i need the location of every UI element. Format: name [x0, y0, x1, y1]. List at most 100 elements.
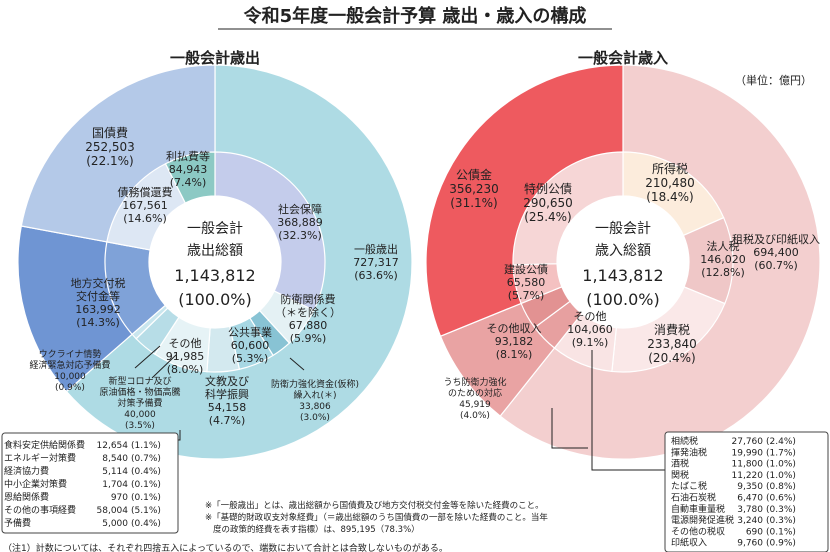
- label-shakai-hoshou: 社会保障 368,889 (32.3%): [277, 202, 323, 242]
- leader-corona: [151, 354, 177, 379]
- label-sonota-exp: その他 91,985 (8.0%): [166, 337, 205, 376]
- revenue-inner-ring: [512, 151, 734, 373]
- exp-breakdown-row-name: エネルギー対策費: [4, 452, 76, 464]
- unit-note: （単位：億円）: [735, 73, 812, 87]
- rev-center-line2: 歳入総額: [595, 243, 651, 259]
- label-houjinzei: 法人税 146,020 (12.8%): [700, 239, 746, 279]
- label-shouhizei: 消費税 233,840 (20.4%): [647, 322, 697, 365]
- rev-center-total: 1,143,812: [582, 266, 663, 285]
- label-bouei-kyouka-taiou: うち防衛力強化のための対応 45,919 (4.0%): [443, 376, 506, 421]
- exp-center-total: 1,143,812: [174, 266, 255, 285]
- rev-breakdown-row-pct: (0.3%): [766, 516, 796, 526]
- label-koukyou-jigyou: 公共事業 60,600 (5.3%): [228, 326, 272, 365]
- rev-breakdown-row-pct: (0.9%): [766, 539, 796, 549]
- label-chihou-koufuzei: 地方交付税交付金等 163,992 (14.3%): [71, 276, 126, 329]
- rev-breakdown-row-pct: (0.6%): [766, 494, 796, 504]
- revenue-center: [557, 196, 689, 328]
- exp-breakdown-row-pct: (1.1%): [131, 441, 161, 451]
- label-bouei-kyouka-shikin: 防衛力強化資金(仮称)繰入れ(＊) 33,806 (3.0%): [271, 378, 359, 423]
- label-sonota-rev: その他 104,060 (9.1%): [567, 310, 613, 349]
- rev-breakdown-row-pct: (1.7%): [766, 448, 796, 458]
- page-title: 令和5年度一般会計予算 歳出・歳入の構成: [243, 5, 587, 27]
- exp-breakdown-row-amount: 5,114: [102, 467, 128, 477]
- exp-breakdown-row-name: 食料安定供給関係費: [4, 439, 85, 451]
- rev-breakdown-row-pct: (0.1%): [766, 527, 796, 537]
- rev-breakdown-row-amount: 6,470: [737, 494, 763, 504]
- exp-center-line1: 一般会計: [187, 221, 243, 237]
- expenditure-inner-ring: [104, 151, 326, 373]
- note-3: 度の政策的経費を表す指標）は、895,195（78.3%）: [213, 524, 420, 535]
- note-2: ※「基礎的財政収支対象経費」（＝歳出総額のうち国債費の一部を除いた経費のこと。当…: [205, 512, 548, 523]
- rev-breakdown-row-name: 石油石炭税: [671, 492, 716, 504]
- exp-breakdown-row-pct: (0.4%): [131, 519, 161, 529]
- rev-breakdown-row-name: その他の税収: [671, 525, 725, 537]
- label-ukraine-yobihi: ウクライナ情勢経済緊急対応予備費 10,000 (0.9%): [29, 348, 110, 393]
- expenditure-outer-ring: [17, 64, 413, 460]
- exp-breakdown-row-amount: 58,004: [97, 506, 129, 516]
- expenditure-title: 一般会計歳出: [170, 49, 260, 67]
- rev-breakdown-row-name: 関税: [671, 469, 689, 481]
- exp-center-line2: 歳出総額: [187, 243, 243, 259]
- label-tokurei-kousai: 特例公債 290,650 (25.4%): [523, 181, 573, 224]
- rev-breakdown-row-name: 印紙収入: [671, 537, 707, 549]
- rev-breakdown-row-amount: 19,990: [732, 448, 764, 458]
- label-kousaikin: 公債金 356,230 (31.1%): [449, 167, 499, 210]
- exp-breakdown-row-amount: 8,540: [102, 454, 128, 464]
- label-shotokuzei: 所得税 210,480 (18.4%): [645, 161, 695, 204]
- exp-breakdown-row-amount: 5,000: [102, 519, 128, 529]
- segment-labels: 国債費 252,503 (22.1%) 地方交付税交付金等 163,992 (14.3%)…: [29, 125, 820, 431]
- rev-breakdown-row-amount: 11,800: [732, 460, 764, 470]
- exp-breakdown-row-pct: (0.1%): [131, 493, 161, 503]
- revenue-breakdown: 相続税 27,760 (2.4%)揮発油税 19,990 (1.7%)酒税 11,800(…: [671, 435, 796, 549]
- rev-breakdown-row-name: 自動車重量税: [671, 503, 725, 515]
- rev-center-line1: 一般会計: [595, 221, 651, 237]
- label-bouei-kankei: 防衛関係費（＊を除く） 67,880 (5.9%): [275, 292, 341, 345]
- note-1: ※「一般歳出」とは、歳出総額から国債費及び地方交付税交付金等を除いた経費のこと。: [205, 500, 544, 511]
- rev-breakdown-row-pct: (0.8%): [766, 482, 796, 492]
- footnote: （注1）計数については、それぞれ四捨五入によっているので、端数において合計とは合…: [3, 542, 448, 552]
- rev-center-pct: (100.0%): [586, 290, 660, 309]
- label-ribarai: 利払費等 84,943 (7.4%): [166, 149, 210, 189]
- label-sozei: 租税及び印紙収入 694,400 (60.7%): [732, 232, 820, 272]
- expenditure-center: [149, 196, 281, 328]
- rev-breakdown-row-name: 揮発油税: [671, 446, 707, 458]
- exp-breakdown-row-pct: (0.7%): [131, 454, 161, 464]
- leader-defense-fund: [289, 357, 305, 371]
- leader-defense-rev: [551, 408, 588, 449]
- rev-breakdown-row-name: 相続税: [671, 435, 698, 447]
- revenue-breakdown-box: [664, 431, 829, 552]
- exp-breakdown-row-name: 恩給関係費: [4, 491, 49, 503]
- exp-breakdown-row-amount: 1,704: [102, 480, 128, 490]
- rev-breakdown-row-pct: (0.3%): [766, 505, 796, 515]
- label-bunkyou: 文教及び科学振興 54,158 (4.7%): [205, 374, 249, 427]
- rev-breakdown-row-pct: (2.4%): [766, 437, 796, 447]
- rev-breakdown-row-name: たばこ税: [671, 480, 707, 492]
- rev-breakdown-row-amount: 11,220: [732, 471, 764, 481]
- label-ippan-saishutsu: 一般歳出 727,317 (63.6%): [353, 242, 399, 282]
- rev-breakdown-row-pct: (1.0%): [766, 460, 796, 470]
- rev-breakdown-row-amount: 27,760: [732, 437, 764, 447]
- exp-center-pct: (100.0%): [178, 290, 252, 309]
- expenditure-breakdown: 食料安定供給関係費 12,654 (1.1%) エネルギー対策費 8,540 (0.7%)…: [4, 439, 161, 529]
- label-kokusaihi: 国債費 252,503 (22.1%): [85, 125, 135, 168]
- exp-breakdown-row-name: 予備費: [4, 517, 31, 529]
- exp-breakdown-row-pct: (0.4%): [131, 467, 161, 477]
- exp-breakdown-row-pct: (5.1%): [131, 506, 161, 516]
- rev-breakdown-row-amount: 3,780: [737, 505, 763, 515]
- exp-breakdown-row-amount: 970: [111, 493, 128, 503]
- expenditure-breakdown-box: [1, 432, 179, 534]
- exp-breakdown-row-pct: (0.1%): [131, 480, 161, 490]
- leader-ukraine: [134, 345, 161, 369]
- label-corona-yobihi: 新型コロナ及び原油価格・物価高騰対策予備費 40,000 (3.5%): [99, 375, 180, 431]
- rev-breakdown-row-amount: 9,760: [737, 539, 763, 549]
- exp-breakdown-row-name: 中小企業対策費: [4, 478, 67, 490]
- leader-other-tax: [591, 350, 665, 471]
- exp-breakdown-row-name: 経済協力費: [4, 465, 49, 477]
- label-kensetsu-kousai: 建設公債 65,580 (5.7%): [504, 262, 548, 302]
- revenue-title: 一般会計歳入: [578, 49, 668, 67]
- exp-breakdown-row-name: その他の事項経費: [4, 504, 76, 516]
- rev-breakdown-row-amount: 690: [746, 527, 763, 537]
- rev-breakdown-row-name: 酒税: [671, 458, 689, 470]
- rev-breakdown-row-amount: 3,240: [737, 516, 763, 526]
